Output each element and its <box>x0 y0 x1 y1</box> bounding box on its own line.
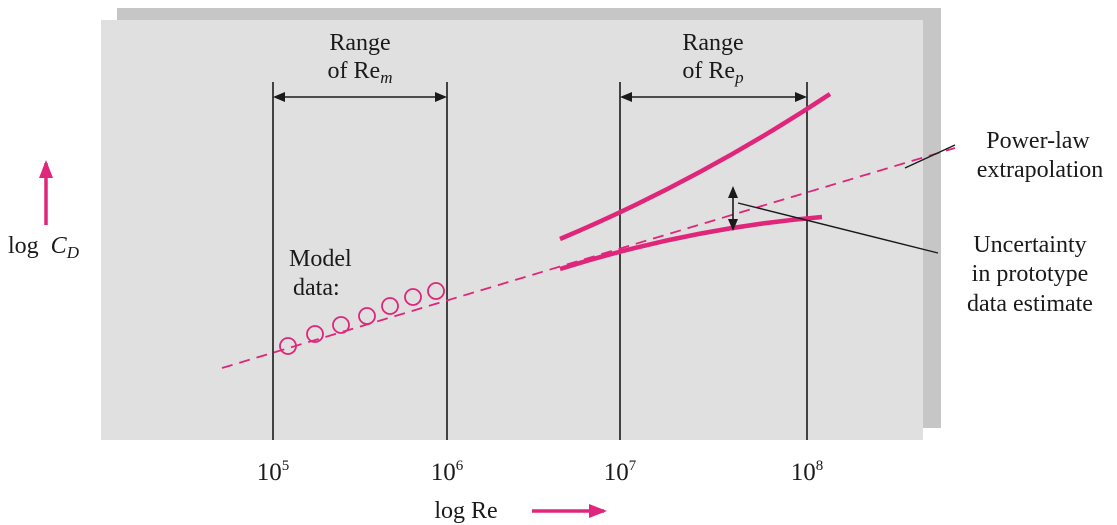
prototype-lower-curve <box>559 214 823 272</box>
model-data-point <box>279 337 297 355</box>
model-data-point <box>358 307 376 325</box>
model-data-point <box>332 316 350 334</box>
y-axis-label: log CD <box>8 233 80 262</box>
model-data-point <box>404 288 422 306</box>
tick-label-1e7: 107 <box>604 458 637 486</box>
model-data-label-line2: data: <box>293 275 340 301</box>
plot-panel <box>101 20 923 440</box>
model-data-points <box>279 282 445 355</box>
power-law-label-line1: Power-law <box>986 128 1090 154</box>
model-data-point <box>381 297 399 315</box>
model-data-label-line1: Model <box>289 246 352 272</box>
prototype-upper-curve <box>559 92 832 242</box>
model-data-point <box>306 325 324 343</box>
power-law-label-line2: extrapolation <box>977 157 1104 183</box>
model-range-label-line2: of Rem <box>328 58 393 87</box>
power-law-dashed-line <box>221 147 956 369</box>
prototype-range-label-line2: of Rep <box>682 58 743 87</box>
model-range-label-line1: Range <box>329 30 390 56</box>
uncertainty-label-line3: data estimate <box>967 291 1093 317</box>
x-axis-label: log Re <box>434 498 497 524</box>
tick-label-1e8: 108 <box>791 458 824 486</box>
uncertainty-label-line2: in prototype <box>972 261 1089 287</box>
tick-label-1e5: 105 <box>257 458 290 486</box>
uncertainty-leader <box>737 202 939 254</box>
tick-label-1e6: 106 <box>431 458 464 486</box>
uncertainty-label-line1: Uncertainty <box>973 232 1086 258</box>
model-data-point <box>427 282 445 300</box>
power-law-leader <box>904 144 956 169</box>
prototype-range-label-line1: Range <box>682 30 743 56</box>
